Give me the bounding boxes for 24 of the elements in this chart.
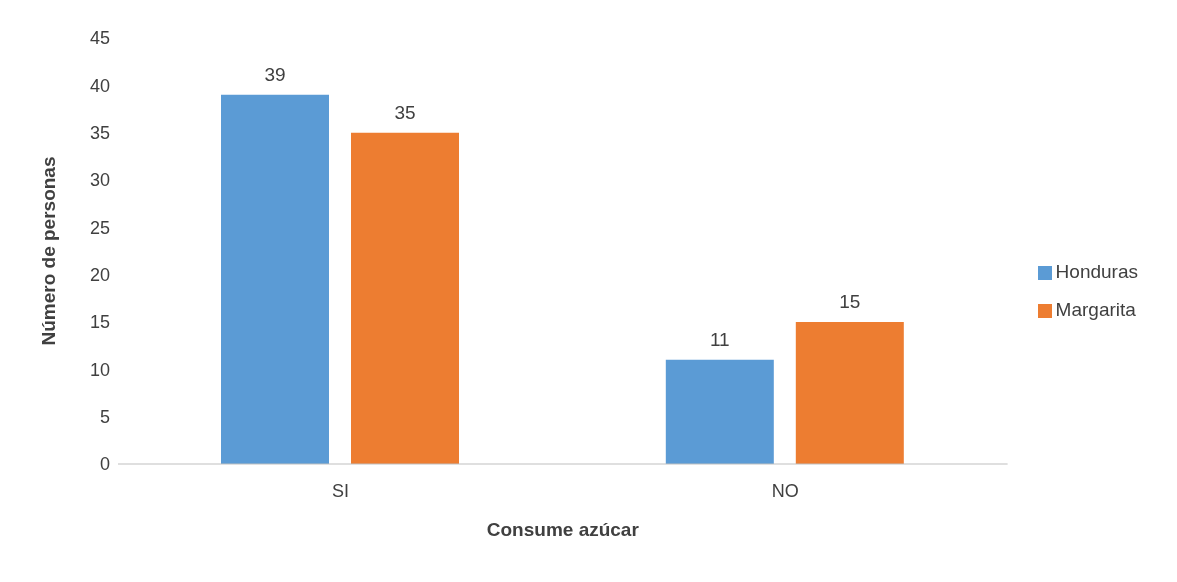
y-tick-label: 15: [89, 312, 110, 333]
y-tick-label: 45: [89, 28, 110, 49]
legend-label: Margarita: [1055, 299, 1136, 320]
x-tick-label: NO: [771, 480, 799, 501]
y-tick-label: 35: [89, 123, 110, 144]
y-tick-label: 10: [89, 359, 110, 380]
bar: [221, 94, 329, 464]
y-axis-title: Número de personas: [37, 156, 59, 346]
y-tick-label: 0: [99, 454, 110, 475]
bar: [351, 132, 459, 464]
y-tick-label: 20: [89, 265, 110, 286]
bar: [665, 359, 774, 464]
data-label: 39: [264, 63, 286, 85]
data-label: 15: [839, 291, 861, 312]
y-tick-label: 5: [99, 407, 110, 428]
bar: [795, 322, 904, 464]
x-axis-title: Consume azúcar: [486, 519, 640, 540]
data-label: 11: [709, 328, 730, 350]
y-tick-label: 25: [89, 217, 110, 238]
legend-label: Honduras: [1055, 261, 1138, 282]
y-tick-label: 30: [89, 170, 110, 191]
data-label: 35: [394, 101, 416, 123]
y-tick-label: 40: [89, 75, 110, 96]
x-tick-label: SI: [331, 480, 349, 501]
